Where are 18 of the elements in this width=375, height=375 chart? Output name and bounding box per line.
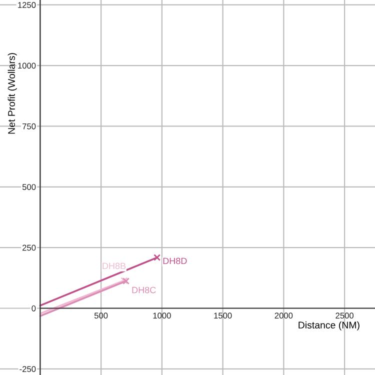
x-axis-title: Distance (NM): [298, 321, 360, 330]
series-label: DH8D: [163, 258, 187, 264]
y-axis-title: Net Profit (Wollars): [8, 53, 17, 134]
y-tick-label: 0: [32, 305, 36, 312]
y-tick-label: 250: [22, 244, 36, 251]
x-tick-label: 1000: [153, 312, 171, 319]
series-label: DH8B: [102, 262, 126, 270]
series-label: DH8C: [132, 286, 156, 294]
y-tick-label: 1000: [18, 62, 36, 69]
x-tick-label: 1500: [214, 312, 232, 319]
y-tick-label: 1250: [18, 2, 36, 8]
y-tick-label: -250: [20, 366, 36, 372]
y-tick-label: 750: [22, 123, 36, 130]
point: [154, 254, 161, 261]
y-tick-label: 500: [22, 184, 36, 190]
x-tick-label: 500: [94, 312, 108, 319]
x-tick-label: 2000: [274, 312, 293, 319]
x-tick-label: 2500: [336, 312, 354, 319]
